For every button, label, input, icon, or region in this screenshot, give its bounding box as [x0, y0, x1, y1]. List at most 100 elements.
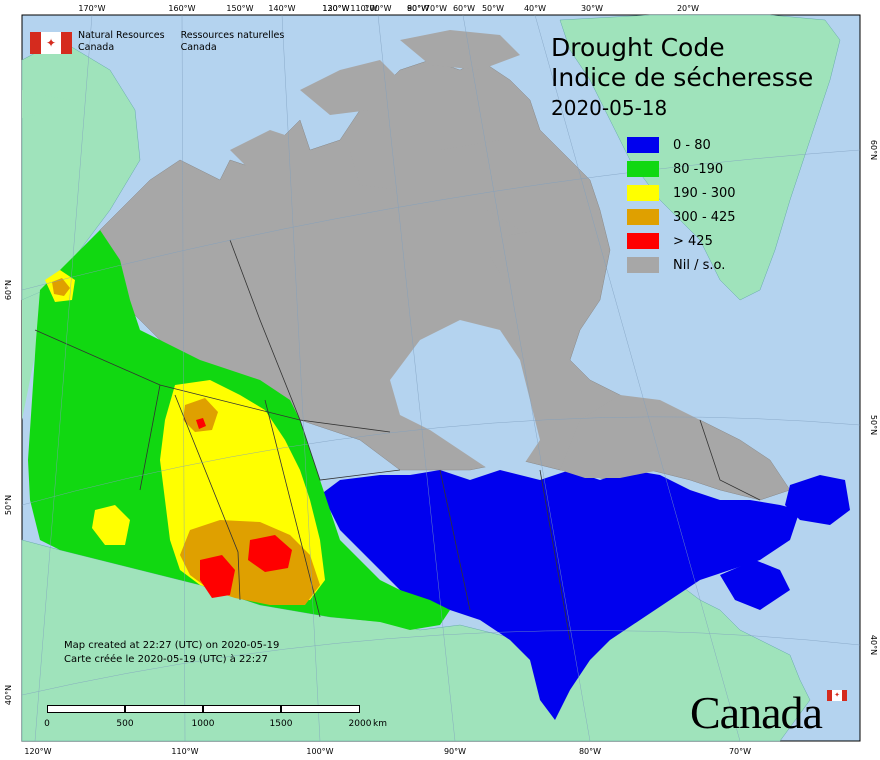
legend-item: 80 -190 — [627, 157, 736, 181]
legend-swatch — [627, 233, 659, 249]
graticule-tick-label: 20°W — [677, 4, 699, 13]
scale-segment — [47, 705, 125, 713]
credit-fr: Carte créée le 2020-05-19 (UTC) à 22:27 — [64, 654, 268, 665]
graticule-tick-label: 120°W — [24, 747, 51, 756]
legend-label: 80 -190 — [673, 161, 724, 177]
map-title-en: Drought Code — [551, 33, 725, 62]
graticule-tick-label: 160°W — [168, 4, 195, 13]
credit-en: Map created at 22:27 (UTC) on 2020-05-19 — [64, 640, 280, 651]
quebec-region — [320, 470, 800, 720]
legend-label: 300 - 425 — [673, 209, 736, 225]
left-tick-labels: 60°N 50°N 40°N — [4, 280, 13, 705]
arctic-island-6 — [480, 230, 580, 300]
scale-segment — [203, 705, 281, 713]
agency-name-en: Natural Resources Canada — [78, 30, 165, 54]
bottom-tick-labels: 120°W 110°W 100°W 90°W 80°W 70°W — [24, 747, 751, 756]
graticule-tick-label: 50°N — [869, 415, 878, 435]
newfoundland-island — [785, 475, 850, 525]
graticule-tick-label: 40°N — [4, 685, 13, 705]
agency-signature: ✦ Natural Resources Canada Ressources na… — [30, 30, 300, 54]
hudson-bay — [390, 320, 540, 470]
greenland-land — [559, 14, 841, 301]
arctic-island-2 — [300, 60, 400, 115]
legend-swatch — [627, 137, 659, 153]
red-region-1 — [248, 535, 292, 572]
canada-flag-icon: ✦ — [30, 32, 72, 54]
right-tick-labels: 60°N 50°N 40°N — [869, 140, 878, 655]
legend-item: 300 - 425 — [627, 205, 736, 229]
legend-swatch — [627, 257, 659, 273]
wordmark-flag-icon: ✦ — [827, 690, 847, 701]
graticule-tick-label: 80°W — [579, 747, 601, 756]
legend-swatch — [627, 209, 659, 225]
legend-item: 190 - 300 — [627, 181, 736, 205]
graticule-tick-label: 40°N — [869, 635, 878, 655]
graticule-tick-label: 110°W — [350, 4, 377, 13]
legend-swatch — [627, 161, 659, 177]
graticule-tick-label: 80°W — [407, 4, 429, 13]
orange-patch-north — [183, 398, 218, 432]
arctic-island-1 — [230, 130, 300, 175]
arctic-island-5 — [440, 140, 560, 230]
legend-swatch — [627, 185, 659, 201]
graticule-tick-label: 60°N — [869, 140, 878, 160]
graticule-tick-label: 60°N — [4, 280, 13, 300]
graticule-tick-label: 120°W — [322, 4, 349, 13]
red-region-2 — [200, 555, 235, 598]
graticule-tick-label: 100°W — [364, 4, 391, 13]
graticule-tick-label: 90°W — [444, 747, 466, 756]
graticule-tick-label: 30°W — [581, 4, 603, 13]
scale-label: 0 — [44, 719, 50, 729]
map-title-fr: Indice de sécheresse — [551, 63, 814, 92]
red-dot-north — [196, 418, 206, 429]
scale-bar: 0 500 1000 1500 2000 km — [44, 705, 387, 729]
graticule-tick-label: 60°W — [453, 4, 475, 13]
wordmark-text: Canada — [690, 687, 823, 738]
graticule-tick-label: 130°W — [322, 4, 349, 13]
arctic-island-4 — [350, 140, 420, 190]
scale-label: 1500 — [269, 719, 293, 729]
legend: 0 - 80 80 -190 190 - 300 300 - 425 > 425… — [627, 133, 736, 277]
graticule-tick-label: 150°W — [226, 4, 253, 13]
alaska-peninsula — [22, 90, 90, 118]
legend-item: > 425 — [627, 229, 736, 253]
provincial-boundaries — [34, 239, 761, 641]
graticule-tick-label: 50°N — [4, 495, 13, 515]
scale-unit: km — [373, 719, 387, 729]
agency-en-line1: Natural Resources — [78, 30, 165, 41]
agency-en-line2: Canada — [78, 42, 115, 53]
ungava-nil — [560, 395, 760, 480]
scale-segment — [281, 705, 360, 713]
scale-label: 500 — [116, 719, 134, 729]
arctic-island-3 — [400, 30, 520, 70]
agency-fr-line1: Ressources naturelles — [180, 30, 285, 41]
scale-segment — [125, 705, 203, 713]
graticule-tick-label: 70°W — [425, 4, 447, 13]
maritimes-region — [720, 560, 790, 610]
graticule-tick-label: 40°W — [524, 4, 546, 13]
map-credits: Map created at 22:27 (UTC) on 2020-05-19… — [64, 639, 279, 667]
legend-item: Nil / s.o. — [627, 253, 736, 277]
graticule-tick-label: 100°W — [306, 747, 333, 756]
yellow-patch-bc — [92, 505, 130, 545]
graticule-tick-label: 140°W — [268, 4, 295, 13]
legend-item: 0 - 80 — [627, 133, 736, 157]
legend-label: 0 - 80 — [673, 137, 711, 153]
graticule-tick-label: 70°W — [729, 747, 751, 756]
legend-label: 190 - 300 — [673, 185, 736, 201]
graticule-tick-label: 90°W — [407, 4, 429, 13]
agency-fr-line2: Canada — [180, 42, 217, 53]
map-date: 2020-05-18 — [551, 96, 668, 120]
scale-label: 2000 — [348, 719, 372, 729]
graticule-tick-label: 50°W — [482, 4, 504, 13]
agency-name-fr: Ressources naturelles Canada — [181, 30, 285, 54]
scale-label: 1000 — [191, 719, 215, 729]
canada-wordmark: Canada ✦ — [690, 687, 847, 738]
legend-label: Nil / s.o. — [673, 257, 726, 273]
graticule — [21, 14, 861, 742]
orange-patch-yukon — [52, 278, 70, 296]
graticule-tick-label: 170°W — [78, 4, 105, 13]
